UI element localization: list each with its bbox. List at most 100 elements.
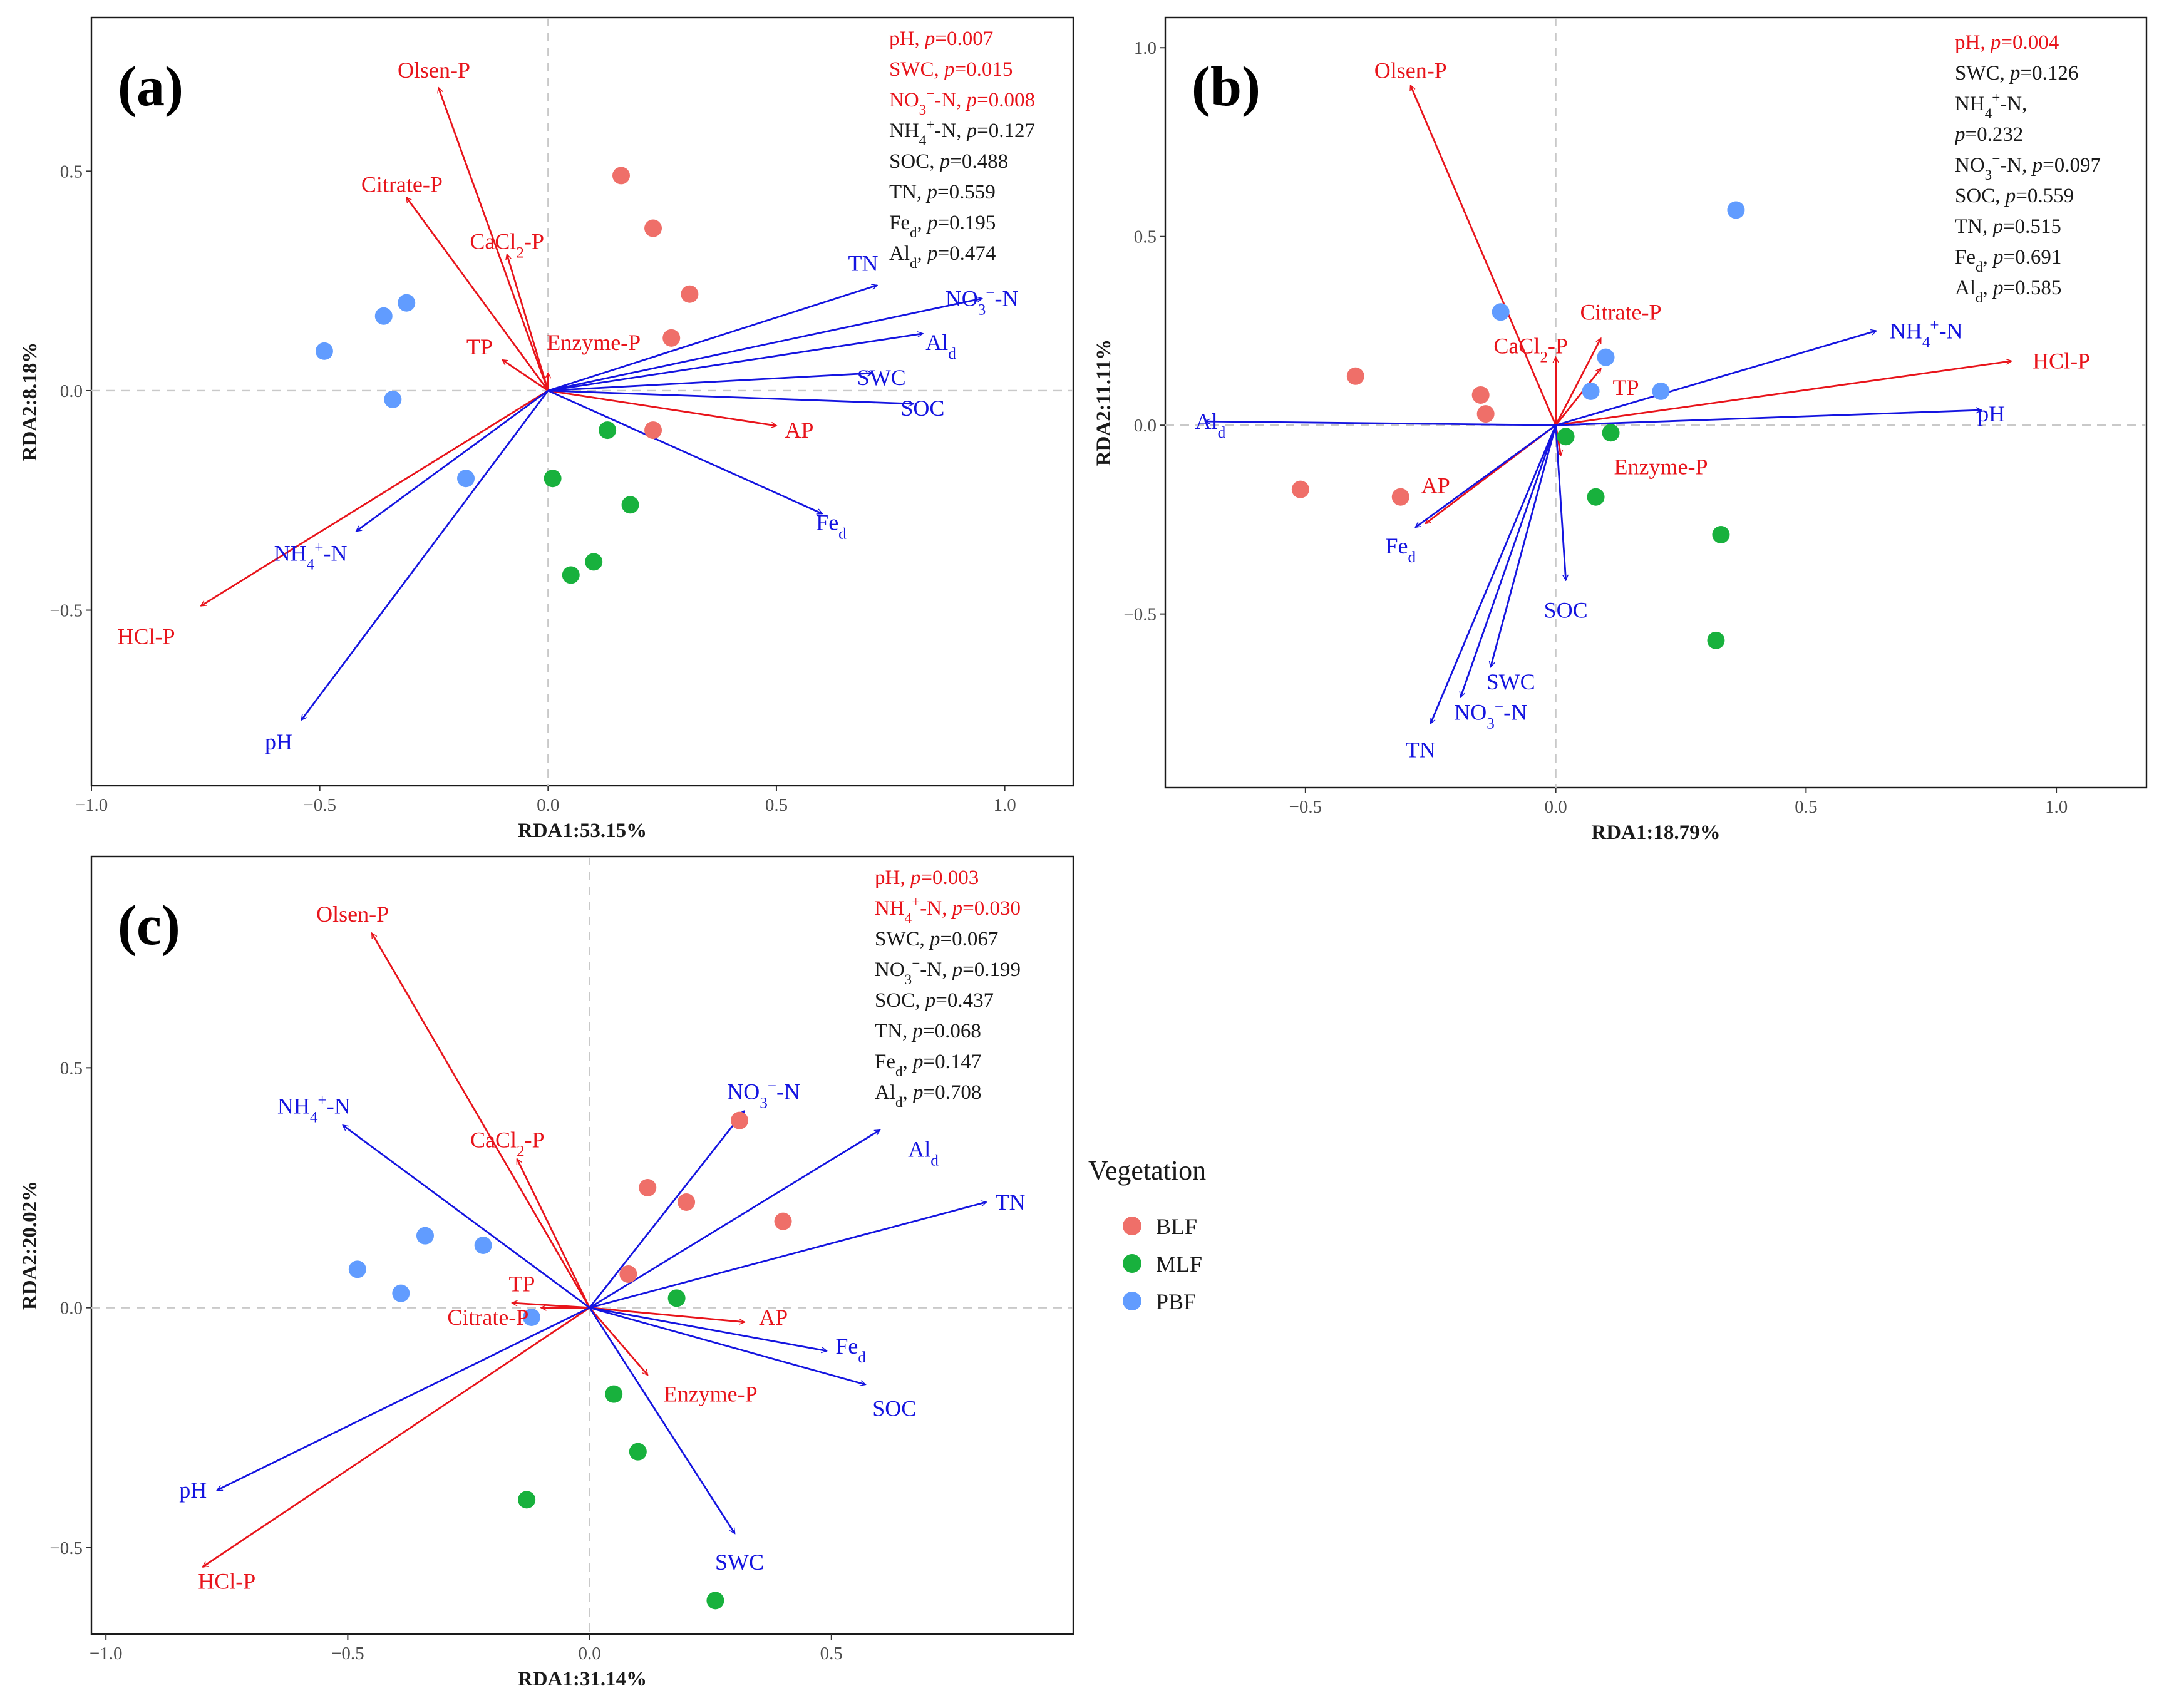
b-ytick-label: 1.0 — [1134, 38, 1157, 58]
c-arrow-enzyme-p — [589, 1307, 648, 1375]
a-xtick-label: 1.0 — [993, 795, 1016, 815]
b-point-mlf — [1587, 488, 1605, 506]
b-stat-no3-4: NO3−-N, p=0.097 — [1955, 150, 2101, 183]
legend-label-pbf: PBF — [1156, 1289, 1196, 1314]
a-point-pbf — [315, 342, 333, 360]
a-stat-soc-4: SOC, p=0.488 — [889, 150, 1008, 173]
b-point-pbf — [1652, 382, 1670, 400]
a-arrow-tp — [502, 360, 549, 392]
b-arrow-hcl-p — [1555, 361, 2012, 426]
a-xtick-label: 0.0 — [537, 795, 559, 815]
c-point-mlf — [605, 1385, 623, 1403]
b-arrow-soc — [1555, 425, 1566, 580]
a-arrow-ald — [548, 334, 922, 392]
c-stat-ph-0: pH, p=0.003 — [875, 867, 979, 889]
c-arrow-olsen-p — [371, 934, 590, 1309]
b-point-pbf — [1727, 201, 1745, 219]
a-arrow-label-soc: SOC — [900, 396, 944, 421]
c-stat-soc-4: SOC, p=0.437 — [875, 989, 994, 1012]
b-point-blf — [1471, 386, 1490, 404]
c-arrow-label-citrate-p: Citrate-P — [447, 1305, 528, 1330]
legend: Vegetation BLF MLF PBF — [1088, 1155, 1206, 1314]
b-point-blf — [1291, 480, 1309, 498]
c-arrow-label-cacl2-p: CaCl2-P — [470, 1127, 545, 1160]
a-arrow-olsen-p — [438, 88, 549, 391]
c-point-blf — [619, 1265, 637, 1283]
b-arrow-label-hcl-p: HCl-P — [2033, 349, 2090, 374]
c-stat-tn-5: TN, p=0.068 — [875, 1020, 981, 1042]
b-ytick-label: −0.5 — [1123, 605, 1157, 625]
legend-label-blf: BLF — [1156, 1214, 1197, 1239]
c-arrow-label-nh4-n: NH4+-N — [277, 1092, 351, 1126]
c-arrow-nh4-n — [343, 1125, 590, 1309]
a-x-axis-label: RDA1:53.15% — [518, 820, 647, 842]
b-arrow-citrate-p — [1555, 339, 1602, 426]
legend-label-mlf: MLF — [1156, 1252, 1202, 1277]
c-arrow-label-ph: pH — [179, 1478, 207, 1503]
b-arrow-olsen-p — [1411, 86, 1557, 426]
c-stat-no3-3: NO3−-N, p=0.199 — [875, 955, 1021, 987]
c-arrow-label-tp: TP — [508, 1271, 535, 1296]
a-arrow-hcl-p — [201, 389, 549, 607]
b-arrow-no3-n — [1461, 424, 1557, 697]
c-point-mlf — [629, 1443, 647, 1461]
c-arrow-label-enzyme-p: Enzyme-P — [664, 1382, 758, 1407]
b-arrow-label-ald: Ald — [1195, 409, 1226, 441]
a-arrow-label-ap: AP — [785, 418, 813, 443]
a-plot-border — [90, 16, 1074, 787]
b-plot-border — [1164, 16, 2148, 789]
b-y-axis-label: RDA2:11.11% — [1093, 339, 1115, 466]
b-arrow-tp — [1555, 369, 1601, 426]
c-arrow-hcl-p — [203, 1307, 590, 1567]
c-point-pbf — [348, 1260, 366, 1278]
a-arrow-label-enzyme-p: Enzyme-P — [547, 330, 641, 355]
c-arrow-cacl2-p — [516, 1159, 590, 1309]
b-point-blf — [1476, 405, 1495, 423]
a-arrow-label-tn: TN — [848, 251, 879, 276]
a-point-pbf — [374, 307, 393, 325]
b-arrow-label-soc: SOC — [1544, 598, 1588, 623]
legend-swatch-pbf — [1123, 1292, 1141, 1310]
a-arrow-label-cacl2-p: CaCl2-P — [470, 229, 544, 262]
a-stat-no3-2: NO3−-N, p=0.008 — [889, 85, 1035, 118]
b-xtick-label: 0.5 — [1795, 797, 1817, 817]
a-point-pbf — [384, 390, 402, 408]
b-xtick-label: −0.5 — [1289, 797, 1322, 817]
a-stat-tn-5: TN, p=0.559 — [889, 181, 996, 203]
a-stat-nh4-3: NH4+-N, p=0.127 — [889, 116, 1035, 148]
b-arrow-fed — [1416, 424, 1557, 527]
c-xtick-label: 0.0 — [578, 1644, 600, 1664]
b-arrow-nh4-n — [1555, 331, 1877, 426]
panel-b: −0.5 0.0 0.5 1.0 −0.5 0.0 0.5 1.0 RDA1:18.79% RDA… — [1093, 16, 2148, 844]
a-xtick-label: 0.5 — [765, 795, 788, 815]
a-arrow-no3-n — [548, 299, 982, 392]
c-point-pbf — [474, 1237, 492, 1254]
c-arrow-fed — [589, 1307, 827, 1351]
a-point-blf — [662, 329, 681, 347]
a-stat-ald-7: Ald, p=0.474 — [889, 242, 996, 271]
legend-swatch-mlf — [1123, 1254, 1141, 1273]
a-arrow-label-tp: TP — [466, 334, 493, 359]
b-point-blf — [1346, 367, 1364, 385]
b-arrow-label-fed: Fed — [1385, 533, 1416, 566]
c-point-blf — [678, 1193, 696, 1211]
c-stat-fed-6: Fed, p=0.147 — [875, 1051, 981, 1079]
b-stat-cont-3: p=0.232 — [1954, 123, 2023, 146]
b-arrow-ph — [1555, 410, 1982, 426]
a-point-mlf — [585, 553, 603, 571]
a-arrow-tn — [547, 286, 877, 392]
a-point-pbf — [457, 470, 475, 488]
a-stat-fed-6: Fed, p=0.195 — [889, 212, 996, 240]
c-arrow-label-hcl-p: HCl-P — [198, 1569, 255, 1594]
a-point-mlf — [544, 470, 562, 488]
b-point-mlf — [1712, 526, 1730, 544]
b-x-axis-label: RDA1:18.79% — [1591, 821, 1720, 844]
a-arrow-label-swc: SWC — [857, 365, 906, 390]
b-point-mlf — [1557, 428, 1575, 446]
c-y-axis-label: RDA2:20.02% — [19, 1181, 41, 1310]
c-arrow-label-soc: SOC — [872, 1396, 916, 1421]
c-point-pbf — [392, 1284, 410, 1302]
b-stat-swc-1: SWC, p=0.126 — [1955, 62, 2078, 85]
a-arrow-label-ph: pH — [265, 729, 292, 754]
